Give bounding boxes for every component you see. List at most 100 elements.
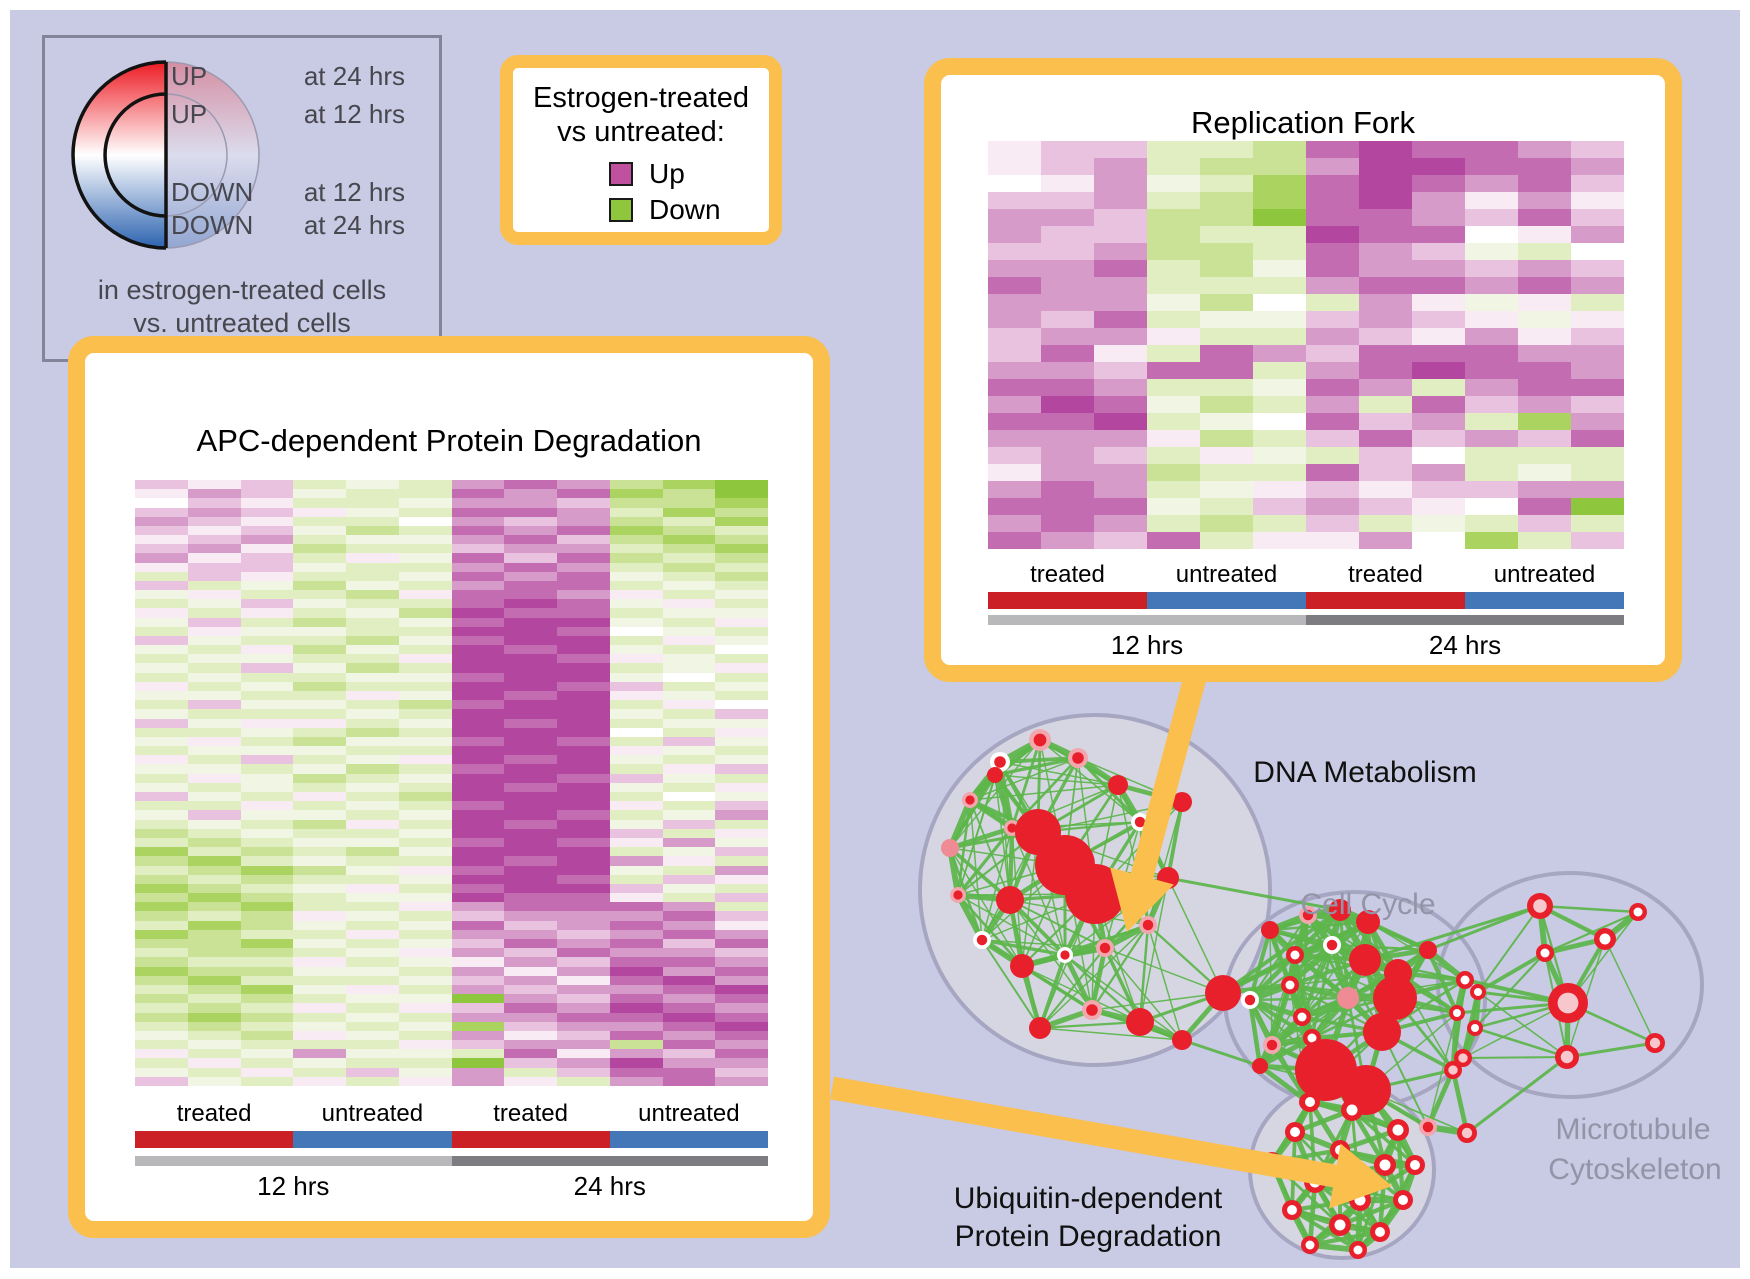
heatmap-cell [135,782,188,792]
network-edge [980,938,1067,957]
heatmap-cell [293,865,346,875]
heatmap-cell [557,856,610,866]
network-edge [1425,947,1460,1016]
heatmap-cell [451,893,505,903]
network-node-pinkring [1099,942,1111,954]
heatmap-cell [451,590,505,600]
heatmap-cell [451,480,505,490]
heatmap-cell [1094,141,1147,158]
network-edge [1357,1162,1418,1203]
heatmap-cell [715,672,768,682]
network-edge [1117,784,1169,879]
heatmap-cell [988,260,1041,277]
heatmap-cell [557,599,610,609]
cluster-cell-ellipse [1223,890,1487,1110]
heatmap-cell [293,1058,346,1068]
heatmap-cell [1412,498,1465,515]
heatmap-cell [504,1021,557,1031]
network-node-donut [1290,1127,1300,1137]
heatmap-cell [135,681,188,691]
network-node-pinkring [950,887,966,903]
heatmap-cell [504,828,557,838]
heatmap-cell [240,718,294,728]
network-node-donut [1392,1124,1404,1136]
network-node-red [1261,921,1279,939]
network-edge [1292,1107,1355,1135]
heatmap-cell [346,920,399,930]
network-edge [1062,952,1095,1013]
heatmap-cell [504,883,557,894]
heatmap-cell [662,525,716,536]
heatmap-cell [504,590,557,600]
network-edge [1092,875,1171,897]
cell-cycle-label: Cell Cycle [1300,888,1436,921]
heatmap-cell [1465,362,1518,379]
heatmap-cell [346,663,399,673]
network-edge [1301,921,1369,1018]
heatmap-cell [609,939,663,949]
heatmap-cell [346,929,399,939]
network-edge [981,827,1013,941]
network-edge [968,798,1040,834]
network-edge [1307,1099,1343,1153]
heatmap-cell [1571,175,1624,192]
network-edge [1247,997,1305,1020]
heatmap-cell [715,617,768,627]
heatmap-cell [609,736,663,747]
heatmap-cell [293,773,346,783]
heatmap-cell [609,1076,663,1086]
heatmap-cell [1571,158,1624,175]
network-edge [1381,1161,1407,1204]
heatmap-cell [346,819,399,829]
heatmap-cell [135,874,188,884]
heatmap-cell [1200,277,1253,294]
heatmap-cell [398,635,452,646]
network-edge [993,756,1080,777]
heatmap-cell [609,654,663,664]
network-edge [1324,996,1397,1072]
heatmap-cell [609,837,663,848]
heatmap-cell [504,893,557,903]
network-node-pinkring [1029,729,1051,751]
heatmap-cell [1359,464,1412,481]
network-edge [957,864,1066,896]
replication-fork-panel: Replication Fork treated untreated treate… [924,58,1682,682]
network-edge [1020,892,1097,968]
heatmap-cell [240,654,294,664]
heatmap-cell [451,865,505,875]
color-key-item-up: Up [609,158,685,190]
heatmap-cell [557,635,610,646]
heatmap-cell [1412,209,1465,226]
heatmap-cell [662,608,716,618]
heatmap-cell [1253,209,1306,226]
heatmap-cell [609,608,663,618]
network-edge [957,894,1066,956]
network-node-pinkring [1033,733,1047,747]
network-edge [1313,1108,1354,1184]
heatmap-cell [240,1058,294,1068]
heatmap-cell [715,911,768,921]
network-edge [1330,943,1430,952]
heatmap-cell [187,700,241,710]
heatmap-cell [504,718,557,728]
heatmap-cell [1518,226,1571,243]
heatmap-cell [293,617,346,627]
network-node-pinkring [1142,919,1154,931]
network-edge [1377,1162,1388,1235]
microtubule-label-line2: Cytoskeleton [1548,1153,1722,1186]
direction-legend: UP at 24 hrs UP at 12 hrs DOWN at 12 hrs… [42,35,442,362]
heatmap-cell [715,580,768,591]
heatmap-cell [1465,396,1518,413]
network-edge [1287,942,1335,988]
heatmap-cell [135,957,188,967]
network-edge [1269,1099,1313,1165]
heatmap-cell [504,746,557,756]
heatmap-cell [1094,532,1147,549]
network-node-donut [1341,1099,1363,1121]
heatmap-cell [1306,328,1359,345]
heatmap-cell [293,764,346,774]
network-edge [994,774,1119,786]
heatmap-cell [1306,226,1359,243]
network-edge [1323,1029,1385,1073]
heatmap-cell [451,1067,505,1077]
